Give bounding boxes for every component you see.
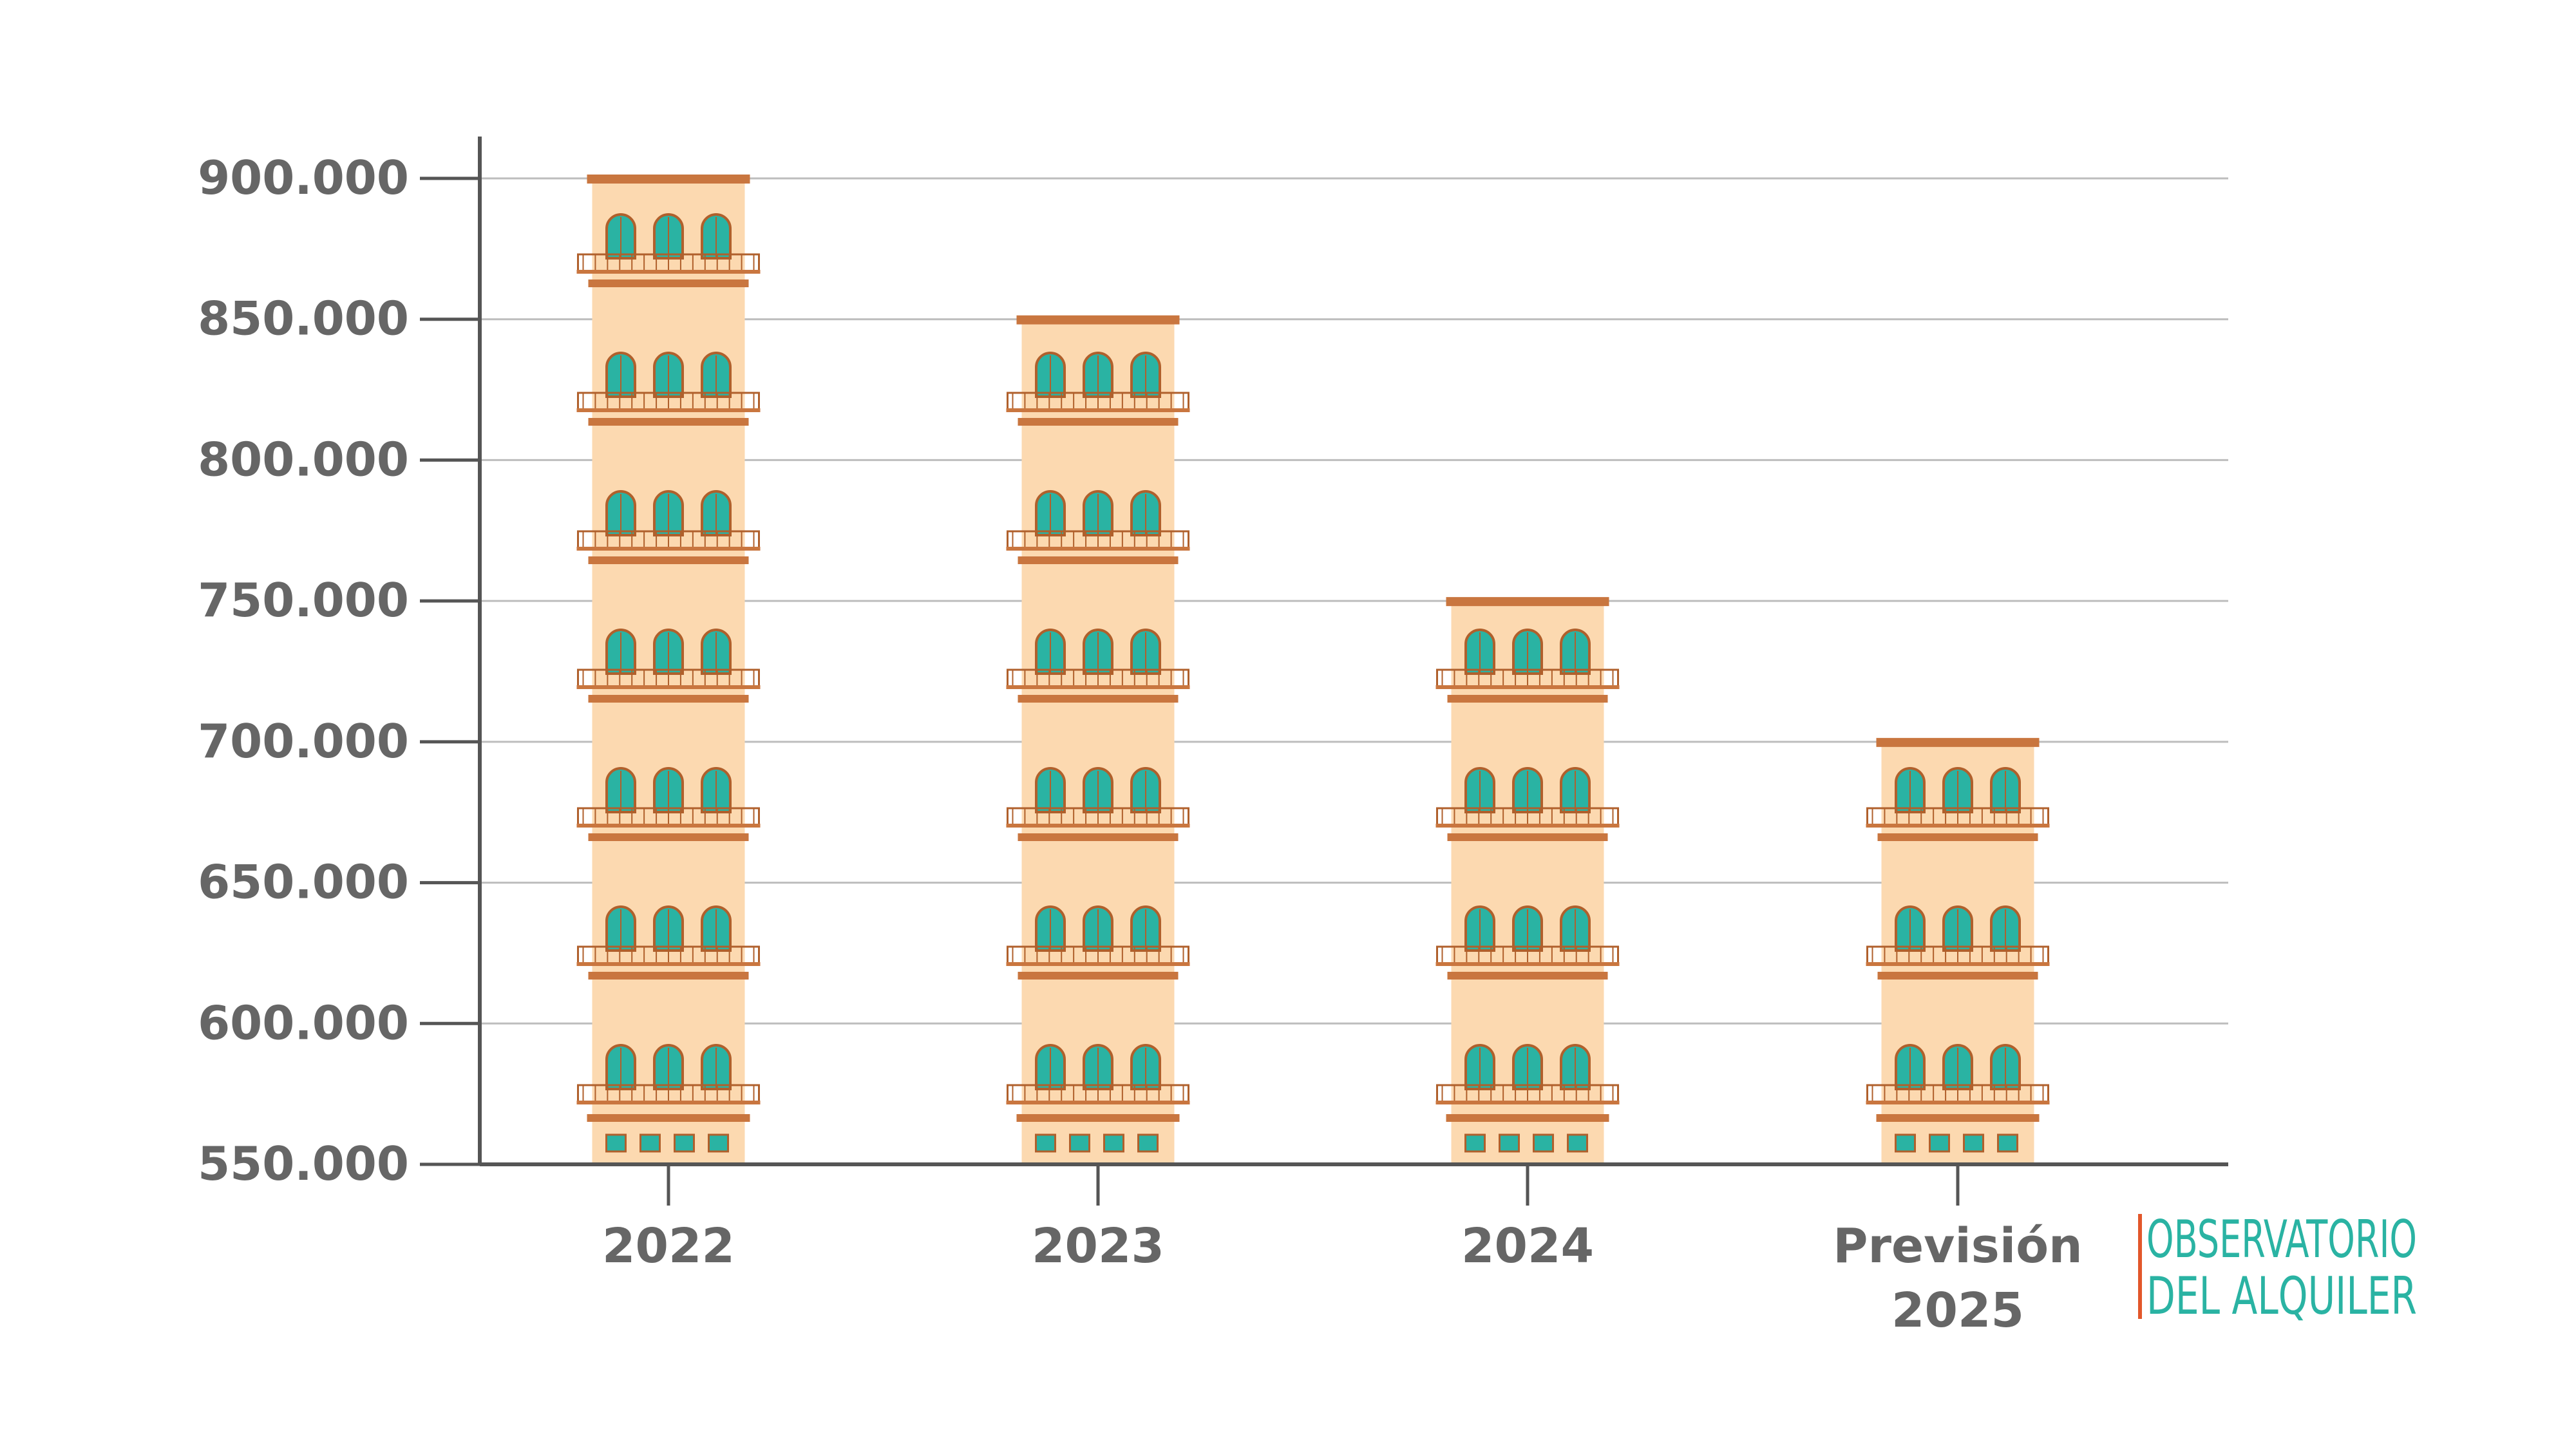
shop-window [708,1133,729,1153]
shop-window [674,1133,695,1153]
ground-floor-trim [587,1114,750,1122]
axes [478,137,2228,1166]
observatorio-logo: OBSERVATORIO DEL ALQUILER [2138,1209,2417,1326]
building-roof [587,175,750,184]
x-tick-label: 2024 [1461,1218,1594,1274]
balcony-floor [1006,824,1190,828]
balcony-floor [576,270,761,274]
floor-trim [1018,972,1179,980]
balcony-floor [1006,962,1190,966]
balcony-floor [1006,1101,1190,1104]
floor-trim [1018,695,1179,703]
x-axis-ticks: 2022 2023 2024 Previsión 2025 [602,1164,2083,1338]
y-tick-label: 750.000 [198,573,409,627]
shop-window [1997,1133,2018,1153]
floor-trim [1018,556,1179,564]
floor-trim [588,833,749,841]
x-tick-label: 2025 [1891,1283,2024,1338]
shop-window [1929,1133,1950,1153]
y-tick-label: 600.000 [198,996,409,1050]
balcony-floor [1435,824,1620,828]
bar-2022 [576,175,761,1164]
balcony-floor [576,547,761,551]
logo-line-2: DEL ALQUILER [2146,1266,2417,1326]
shop-window [1895,1133,1916,1153]
building-bars [576,175,2050,1164]
balcony-floor [576,1101,761,1104]
bar-Previsión 2025 [1866,737,2050,1164]
building-roof [1876,737,2040,747]
balcony-floor [1435,1101,1620,1104]
floor-trim [1447,972,1608,980]
y-tick-label: 900.000 [198,151,409,205]
x-tick-label: 2023 [1032,1218,1164,1274]
balcony-floor [576,824,761,828]
shop-window [639,1133,661,1153]
y-tick-label: 800.000 [198,432,409,486]
floor-trim [588,418,749,426]
building-body [1021,319,1175,1164]
bar-2023 [1006,315,1190,1164]
shop-window [1137,1133,1159,1153]
floor-trim [1447,833,1608,841]
floor-trim [588,279,749,287]
balcony-floor [1435,685,1620,689]
y-tick-label: 850.000 [198,292,409,346]
floor-trim [1018,833,1179,841]
balcony-floor [1866,962,2050,966]
y-tick-label: 700.000 [198,714,409,768]
floor-trim [1877,833,2038,841]
bar-2024 [1435,597,1620,1164]
balcony-floor [576,408,761,412]
grid-lines [480,177,2228,1025]
shop-window [1035,1133,1056,1153]
balcony-floor [1435,962,1620,966]
shop-window [1464,1133,1486,1153]
shop-window [1963,1133,1984,1153]
floor-trim [1877,972,2038,980]
building-roof [1446,597,1609,607]
shop-window [1567,1133,1588,1153]
ground-floor-trim [1016,1114,1180,1122]
x-tick-label: Previsión [1833,1218,2082,1274]
ground-floor-trim [1876,1114,2040,1122]
shop-window [1533,1133,1554,1153]
y-axis-ticks: 550.000 600.000 650.000 700.000 750.000 800.0… [198,151,480,1191]
balcony-floor [1006,685,1190,689]
building-roof [1016,315,1180,325]
floor-trim [1447,695,1608,703]
x-tick-label: 2022 [602,1218,735,1274]
balcony-floor [1866,824,2050,828]
floor-trim [1018,418,1179,426]
shop-window [1103,1133,1124,1153]
shop-window [1069,1133,1090,1153]
ground-floor-trim [1446,1114,1609,1122]
floor-trim [588,556,749,564]
balcony-floor [576,685,761,689]
balcony-floor [576,962,761,966]
y-tick-label: 550.000 [198,1137,409,1191]
y-tick-label: 650.000 [198,855,409,909]
logo-line-1: OBSERVATORIO [2146,1209,2417,1269]
balcony-floor [1006,547,1190,551]
floor-trim [588,972,749,980]
floor-trim [588,695,749,703]
shop-window [1499,1133,1520,1153]
balcony-floor [1866,1101,2050,1104]
shop-window [605,1133,627,1153]
balcony-floor [1006,408,1190,412]
